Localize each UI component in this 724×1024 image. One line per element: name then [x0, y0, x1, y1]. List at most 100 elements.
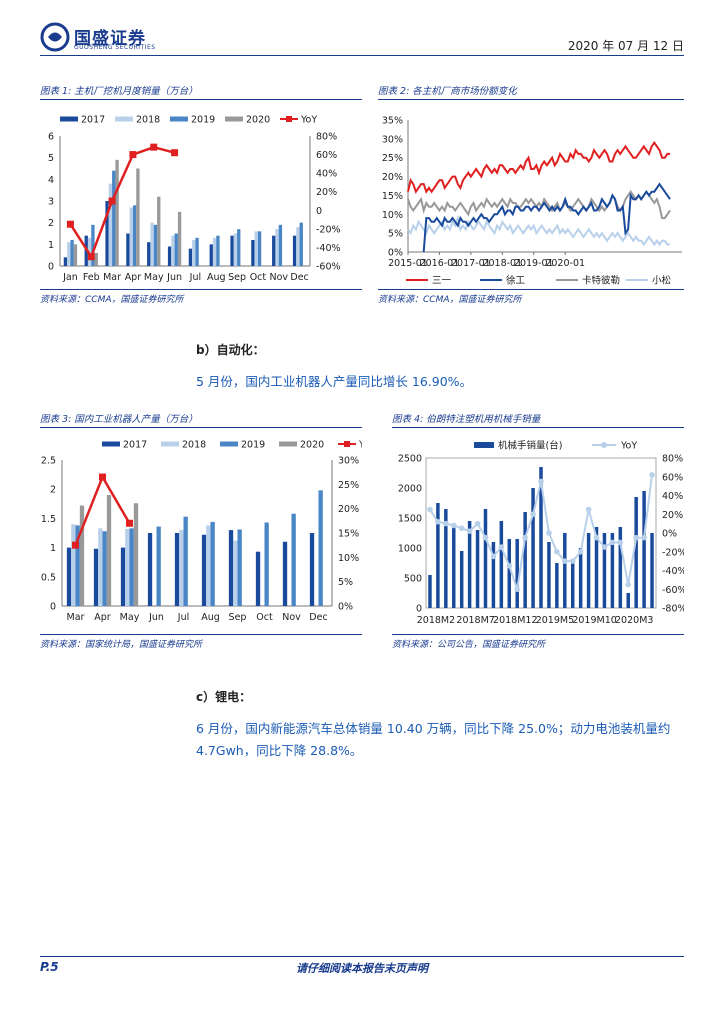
- fig3-y2-tick: 30%: [338, 456, 359, 467]
- fig4-bar: [594, 527, 599, 608]
- fig1-bar: [296, 227, 300, 266]
- fig4-y-tick: 2000: [398, 484, 422, 495]
- fig1-x-tick: Mar: [103, 272, 121, 283]
- section-c-text-1: 6 月份，国内新能源汽车总体销量 10.40 万辆，同比下降 25.0%；动力电…: [196, 721, 671, 736]
- fig1-y-tick: 6: [48, 132, 54, 143]
- fig1-bar: [108, 183, 113, 266]
- fig3-bar: [318, 490, 323, 606]
- fig3-bar: [282, 541, 288, 606]
- fig4-bar: [610, 533, 615, 608]
- fig3-legend-swatch: [161, 441, 179, 447]
- fig4-bar: [563, 533, 567, 608]
- section-b-title: b）自动化：: [196, 343, 265, 357]
- fig4-bar: [586, 533, 591, 608]
- fig1-bar: [112, 170, 116, 266]
- fig3-legend-label: 2017: [123, 440, 147, 451]
- fig1-bar: [292, 235, 297, 266]
- fig4-yoy-point: [443, 520, 449, 527]
- fig3-bar: [264, 522, 269, 606]
- fig2-series-line: [407, 140, 670, 194]
- fig1-y-tick: 4: [48, 175, 54, 186]
- brand-name: 国盛证券: [74, 29, 146, 49]
- fig3-yoy-point: [99, 473, 106, 481]
- fig1-x-tick: Sep: [228, 272, 246, 283]
- fig1-x-tick: May: [144, 272, 164, 283]
- fig1-legend-label: YoY: [300, 115, 317, 126]
- fig4-caption-line: [392, 427, 684, 428]
- fig4-bar: [507, 539, 512, 608]
- fig4-x-tick: 2019M5: [536, 615, 574, 626]
- fig4-yoy-point: [554, 548, 560, 555]
- fig3-bar: [75, 525, 80, 606]
- fig4-x-tick: 2018M7: [456, 615, 494, 626]
- brand-logo-icon: [40, 22, 70, 52]
- fig3-legend-swatch: [102, 441, 120, 447]
- fig2-x-tick: 2020-01: [545, 258, 585, 269]
- fig4-bar: [515, 539, 519, 608]
- fig1-y-tick: 0: [48, 262, 54, 273]
- fig3-bar: [206, 525, 211, 606]
- fig2-legend-label: 小松: [652, 275, 672, 287]
- fig1-legend-swatch: [60, 116, 78, 122]
- fig4-y2-tick: 0%: [662, 529, 677, 540]
- fig3-y-tick: 1: [50, 543, 56, 554]
- fig3-bar: [228, 530, 234, 606]
- fig3-x-tick: May: [120, 612, 140, 623]
- fig3-x-tick: Aug: [201, 612, 220, 623]
- fig3-bar: [133, 503, 139, 606]
- fig4-y2-tick: -20%: [662, 547, 684, 558]
- fig1-bar: [167, 246, 172, 266]
- fig4-bar: [523, 512, 527, 608]
- fig1-y2-tick: -40%: [316, 243, 341, 254]
- fig1-x-tick: Jan: [62, 272, 78, 283]
- fig1-bar: [132, 205, 137, 266]
- fig3-x-tick: Jul: [177, 612, 189, 623]
- fig4-yoy-point: [490, 553, 497, 560]
- fig3-bar: [309, 533, 315, 606]
- fig2-source-line: [378, 289, 684, 290]
- fig2-x-tick: 2016-01: [420, 258, 460, 269]
- fig3-x-tick: Mar: [67, 612, 85, 623]
- fig1-bar: [67, 242, 71, 266]
- fig3-legend-yoy-marker: [344, 441, 350, 447]
- fig4-bar: [555, 563, 559, 608]
- fig4-bar: [467, 521, 472, 608]
- fig4-yoy-point: [450, 522, 457, 529]
- fig3-legend-label: 2020: [300, 440, 324, 451]
- fig4-yoy-point: [514, 586, 521, 593]
- fig4-bar: [436, 503, 440, 608]
- fig1-bar: [63, 257, 68, 266]
- fig1-legend-label: 2019: [191, 115, 215, 126]
- fig4-bar: [475, 530, 480, 608]
- fig3-bar: [201, 534, 207, 606]
- fig3-bar: [129, 528, 134, 606]
- fig1-yoy-point: [87, 253, 95, 261]
- fig3-bar: [233, 540, 238, 606]
- fig4-bar: [570, 560, 575, 608]
- brand-sub: GUOSHENG SECURITIES: [74, 44, 156, 51]
- fig1-y-tick: 3: [48, 197, 54, 208]
- fig3-source: 资料来源：国家统计局，国盛证券研究所: [40, 640, 203, 650]
- fig1-legend-yoy-marker: [286, 116, 292, 122]
- fig1-bar: [91, 224, 95, 266]
- fig3-y2-tick: 15%: [338, 529, 359, 540]
- fig3-bar: [179, 530, 184, 606]
- fig1-y2-tick: 80%: [316, 132, 337, 143]
- fig3-x-tick: Dec: [309, 612, 327, 623]
- fig1-legend-label: 2017: [81, 115, 105, 126]
- fig4-bar: [650, 533, 654, 608]
- fig2-series-line: [422, 182, 671, 253]
- fig4-x-tick: 2020M3: [615, 615, 653, 626]
- section-c-title: c）锂电：: [196, 690, 252, 704]
- fig4-yoy-point: [427, 506, 433, 513]
- fig3-x-tick: Oct: [256, 612, 273, 623]
- fig3-y2-tick: 5%: [338, 577, 353, 588]
- fig2-x-tick: 2017-01: [451, 258, 491, 269]
- fig3-y2-tick: 25%: [338, 480, 359, 491]
- fig4-y2-tick: -80%: [662, 604, 684, 615]
- fig4-bar: [428, 575, 432, 608]
- fig3-x-tick: Jun: [148, 612, 164, 623]
- fig1-bar: [157, 196, 161, 266]
- fig3-x-tick: Sep: [229, 612, 247, 623]
- fig1-bar: [94, 253, 98, 266]
